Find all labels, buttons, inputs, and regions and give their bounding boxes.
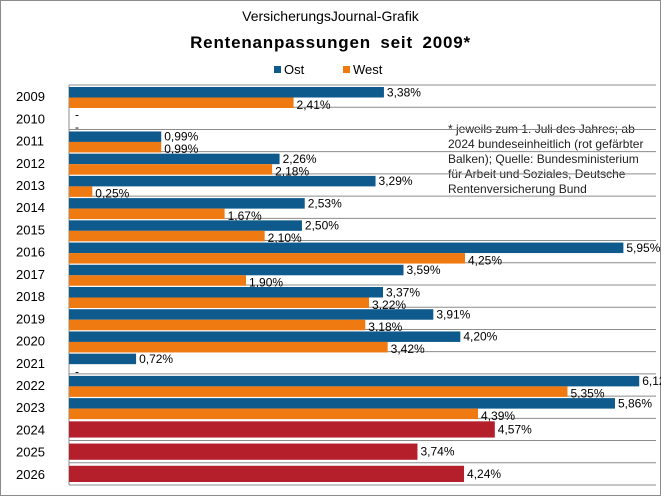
- data-label: 6,12%: [642, 374, 661, 388]
- bar-ost: [69, 131, 162, 142]
- bar-west: [69, 186, 93, 197]
- data-label: 3,42%: [391, 342, 425, 356]
- data-label: 4,20%: [463, 330, 497, 344]
- data-label: -: [75, 120, 79, 134]
- bar-west: [69, 97, 294, 108]
- bar-ost: [69, 87, 384, 98]
- y-tick-label: 2021: [16, 356, 45, 371]
- bar-west: [69, 341, 388, 353]
- y-tick-label: 2025: [16, 445, 45, 460]
- bar-ost: [69, 242, 624, 254]
- data-label: 3,91%: [436, 307, 470, 321]
- y-tick-label: 2024: [16, 422, 45, 437]
- data-label: 4,39%: [481, 409, 515, 423]
- data-label: 2,53%: [308, 196, 342, 210]
- data-label: 5,35%: [570, 387, 604, 401]
- bar-ost: [69, 153, 280, 165]
- data-label: 1,67%: [228, 209, 262, 223]
- legend-item-west: West: [343, 62, 382, 77]
- data-label: 3,59%: [406, 263, 440, 277]
- data-label: 3,29%: [379, 174, 413, 188]
- bar-ost: [69, 375, 640, 387]
- bar-west: [69, 319, 366, 331]
- bar-ost: [69, 398, 616, 409]
- data-label: 3,18%: [368, 320, 402, 334]
- y-tick-label: 2015: [16, 222, 45, 237]
- legend-swatch-ost: [274, 66, 281, 73]
- data-label: 4,25%: [468, 253, 502, 267]
- legend-item-ost: Ost: [274, 62, 304, 77]
- data-label: 0,25%: [95, 187, 129, 201]
- bar-bundeseinheitlich: [69, 421, 495, 438]
- bar-ost: [69, 331, 461, 342]
- y-tick-label: 2009: [16, 89, 45, 104]
- bar-west: [69, 164, 273, 175]
- data-label: 3,74%: [420, 445, 454, 459]
- bar-ost: [69, 198, 305, 209]
- data-label: 4,57%: [498, 422, 532, 436]
- bar-west: [69, 297, 370, 308]
- y-tick-label: 2018: [16, 289, 45, 304]
- bar-ost: [69, 264, 404, 276]
- data-label: 0,99%: [164, 130, 198, 144]
- bar-ost: [69, 309, 434, 320]
- legend-swatch-west: [343, 66, 350, 73]
- bar-bundeseinheitlich: [69, 465, 465, 482]
- data-label: 3,22%: [372, 298, 406, 312]
- data-label: -: [75, 364, 79, 378]
- bar-bundeseinheitlich: [69, 443, 418, 460]
- data-label: 5,86%: [618, 396, 652, 410]
- bar-west: [69, 408, 479, 420]
- legend-label-ost: Ost: [284, 62, 305, 77]
- bar-ost: [69, 287, 383, 298]
- data-label: 0,99%: [164, 142, 198, 156]
- bar-ost: [69, 175, 376, 187]
- y-tick-label: 2022: [16, 378, 45, 393]
- data-label: 2,50%: [305, 219, 339, 233]
- data-label: 2,18%: [275, 164, 309, 178]
- y-tick-label: 2023: [16, 400, 45, 415]
- data-label: 5,95%: [626, 241, 660, 255]
- data-label: 2,10%: [268, 231, 302, 245]
- data-label: 3,38%: [387, 85, 421, 99]
- y-tick-label: 2016: [16, 245, 45, 260]
- data-label: 2,41%: [297, 98, 331, 112]
- data-label: 0,72%: [139, 352, 173, 366]
- source-label: VersicherungsJournal-Grafik: [242, 8, 419, 24]
- bar-west: [69, 141, 162, 153]
- y-tick-label: 2013: [16, 178, 45, 193]
- y-tick-label: 2011: [16, 134, 44, 149]
- data-label: -: [75, 107, 79, 121]
- legend-label-west: West: [353, 62, 383, 77]
- y-tick-label: 2014: [16, 200, 45, 215]
- y-tick-label: 2010: [16, 111, 45, 126]
- bar-west: [69, 275, 247, 286]
- y-tick-label: 2020: [16, 334, 45, 349]
- chart-title: Rentenanpassungen seit 2009*: [190, 33, 471, 52]
- bar-west: [69, 230, 265, 242]
- data-label: 2,26%: [283, 152, 317, 166]
- data-label: 4,24%: [467, 467, 501, 481]
- data-label: 1,90%: [249, 276, 283, 290]
- y-tick-label: 2012: [16, 156, 45, 171]
- y-tick-label: 2019: [16, 311, 45, 326]
- bar-ost: [69, 220, 302, 231]
- bar-ost: [69, 353, 137, 365]
- y-tick-label: 2026: [16, 467, 45, 482]
- data-label: 3,37%: [386, 285, 420, 299]
- bar-west: [69, 253, 465, 264]
- bar-west: [69, 386, 568, 397]
- y-tick-label: 2017: [16, 267, 45, 282]
- bar-west: [69, 208, 225, 220]
